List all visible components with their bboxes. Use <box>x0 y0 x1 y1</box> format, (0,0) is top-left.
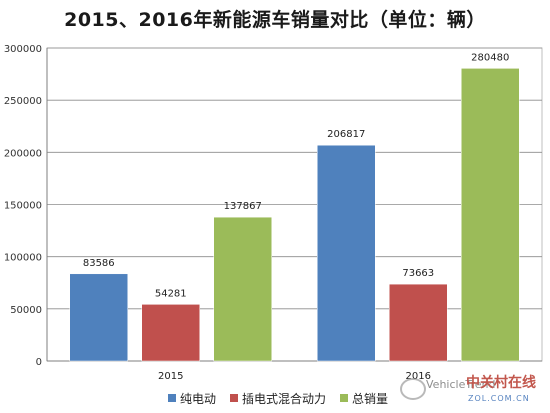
watermark-text: VehicleTrend <box>426 378 496 391</box>
legend-label-bev: 纯电动 <box>180 391 217 406</box>
legend-swatch-bev <box>168 394 176 402</box>
x-category-label: 2015 <box>158 371 183 382</box>
chart-title: 2015、2016年新能源车销量对比（单位：辆） <box>64 9 486 31</box>
bar <box>141 304 200 362</box>
wechat-icon <box>400 378 426 400</box>
data-label: 73663 <box>402 268 434 279</box>
legend-item-total: 总销量 <box>340 390 388 407</box>
y-tick-label: 250000 <box>4 96 42 107</box>
bar <box>461 68 520 362</box>
legend-item-bev: 纯电动 <box>168 390 216 407</box>
bar <box>69 273 128 362</box>
bar <box>317 144 376 362</box>
bar <box>213 216 272 362</box>
y-tick-label: 300000 <box>4 44 42 55</box>
data-label: 83586 <box>83 258 115 269</box>
data-label: 54281 <box>155 288 187 299</box>
data-label: 280480 <box>471 52 509 63</box>
y-tick-label: 150000 <box>4 201 42 212</box>
data-label: 137867 <box>224 201 262 212</box>
watermark: VehicleTrend 中关村在线 ZOL.COM.CN <box>400 372 548 412</box>
y-tick-label: 0 <box>36 357 42 368</box>
y-tick-label: 100000 <box>4 253 42 264</box>
data-label: 206817 <box>327 129 365 140</box>
legend-swatch-total <box>340 394 349 402</box>
chart-legend: 纯电动 插电式混合动力 总销量 <box>168 388 388 408</box>
y-tick-label: 200000 <box>4 148 42 159</box>
watermark-brand-url: ZOL.COM.CN <box>468 394 530 403</box>
legend-item-phev: 插电式混合动力 <box>230 390 326 407</box>
y-tick-label: 50000 <box>10 305 42 316</box>
watermark-brand-cn: 中关村在线 <box>466 375 536 391</box>
bar <box>389 283 448 362</box>
legend-label-phev: 插电式混合动力 <box>242 391 327 406</box>
x-category-label: 2016 <box>406 371 431 382</box>
legend-label-total: 总销量 <box>352 391 389 406</box>
legend-swatch-phev <box>230 394 239 402</box>
